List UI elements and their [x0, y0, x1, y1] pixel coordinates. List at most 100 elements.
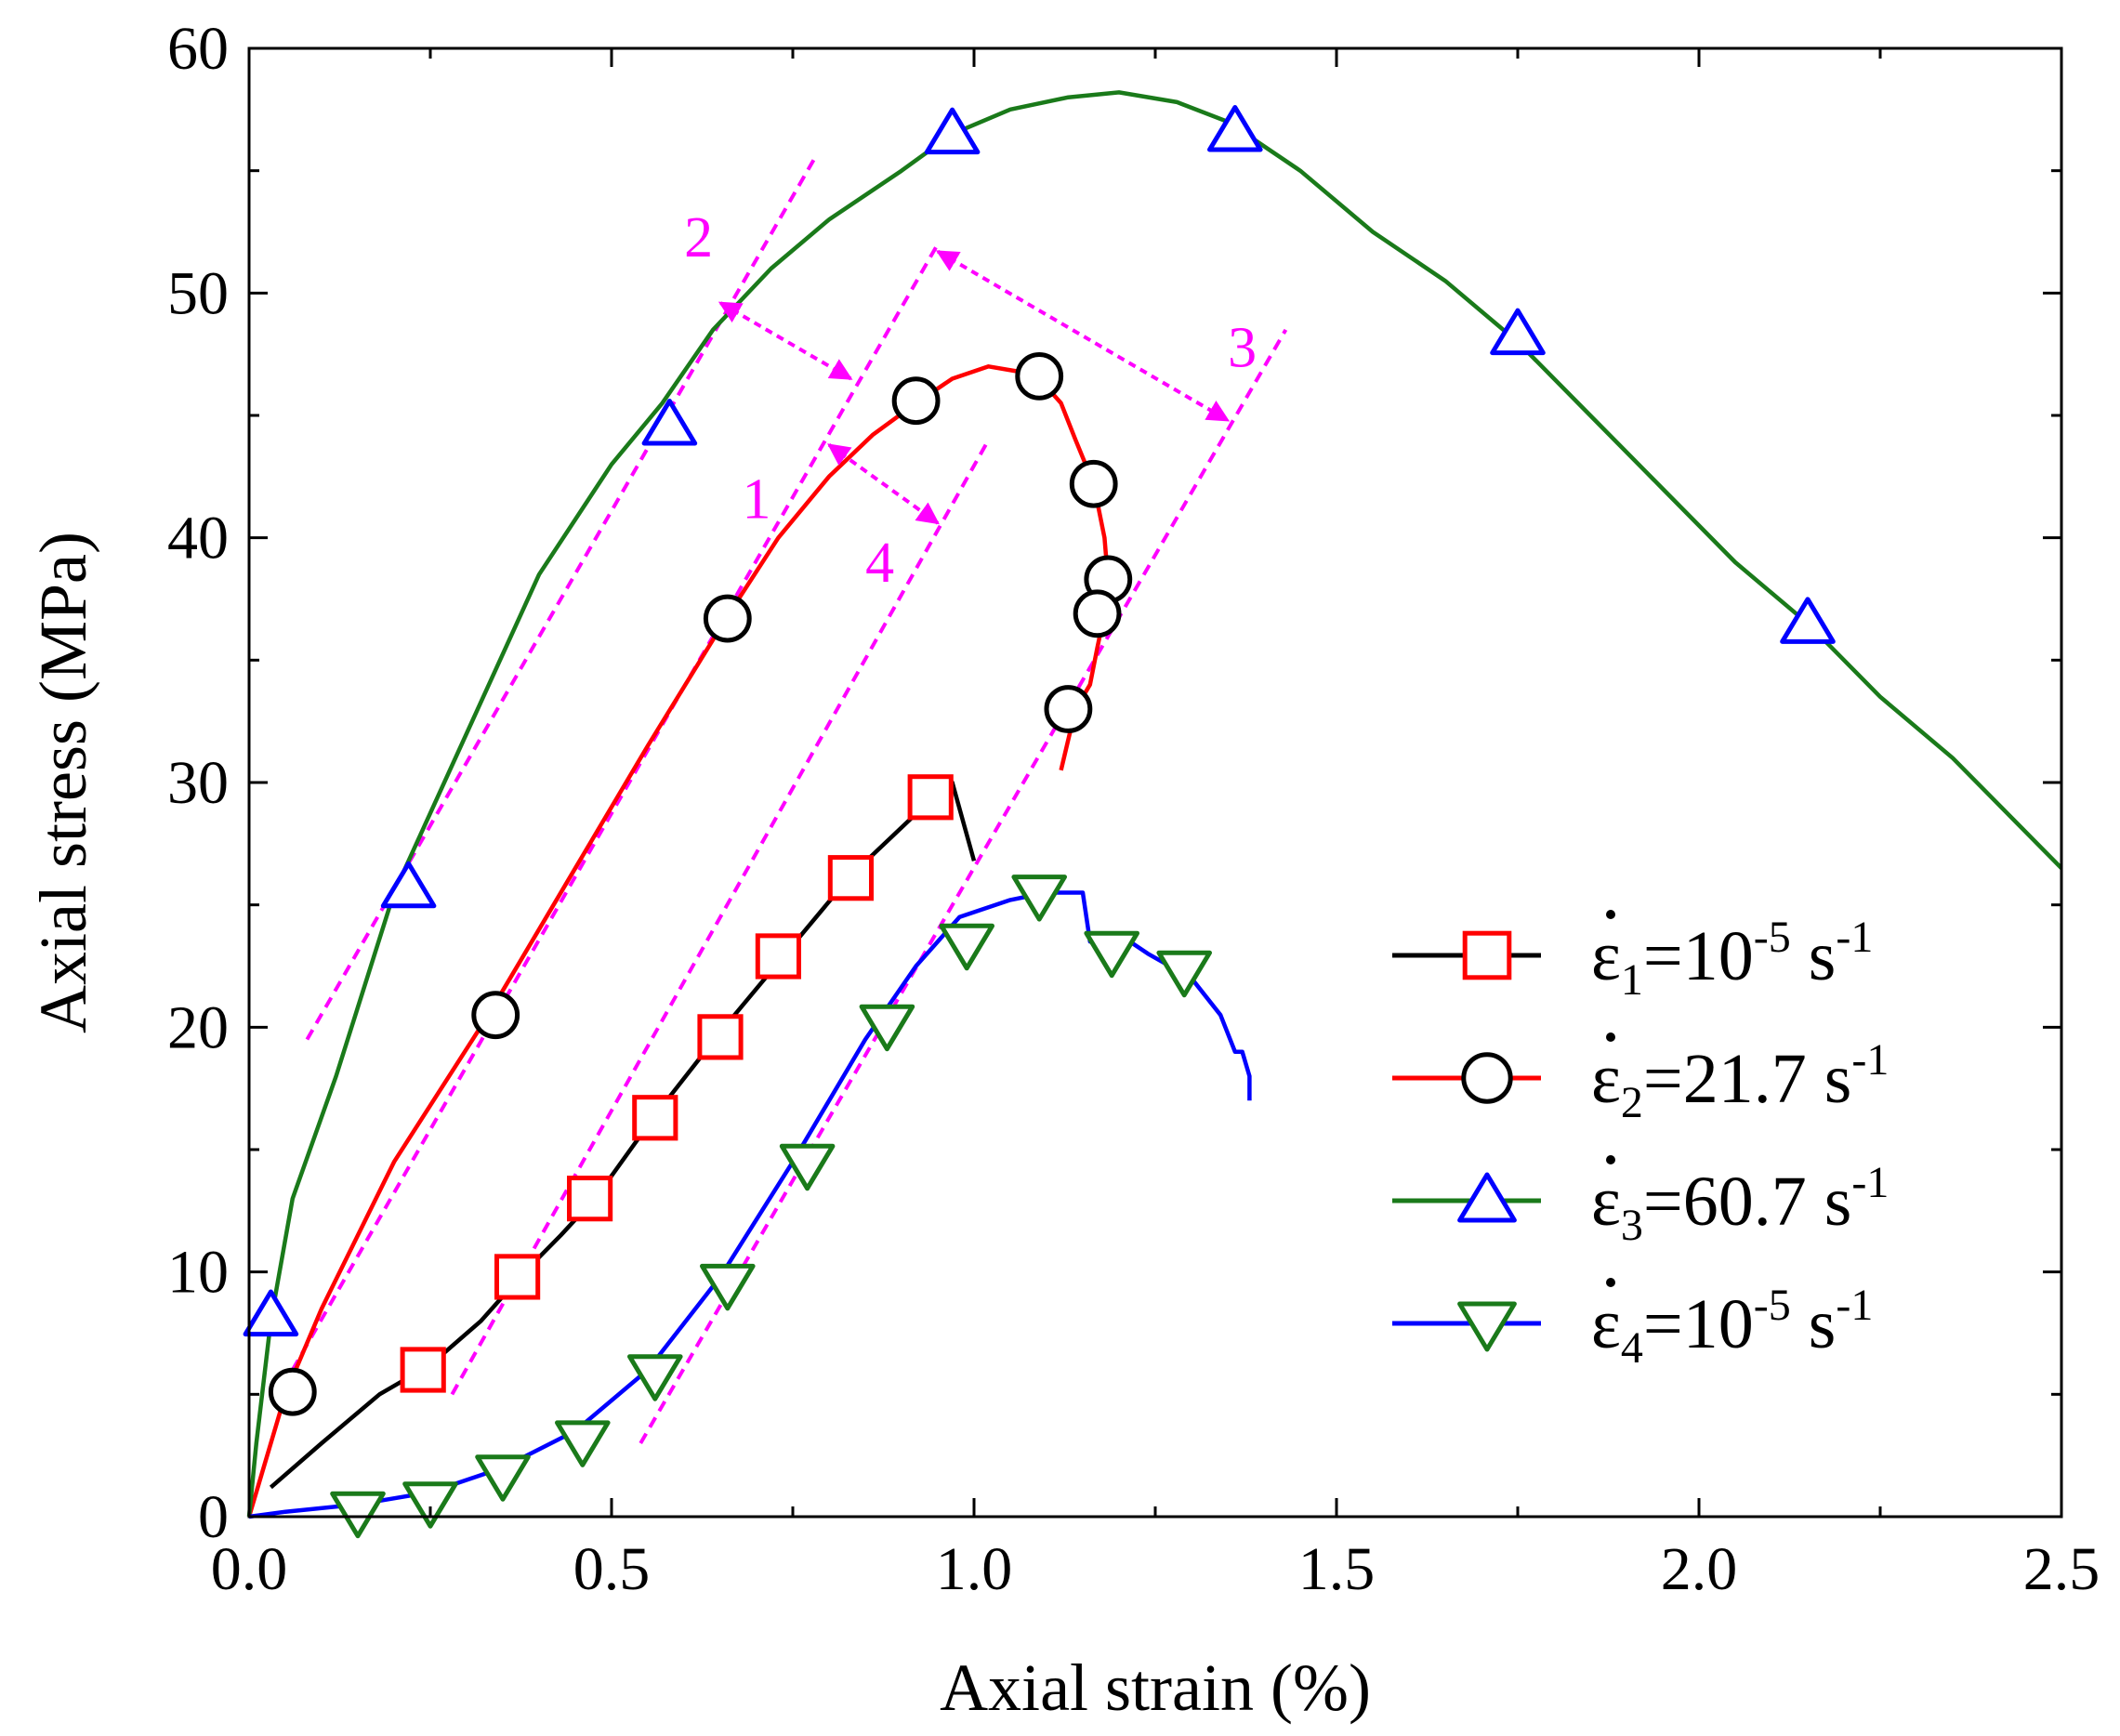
legend-epsilon: ε — [1591, 1040, 1621, 1118]
x-tick-label: 2.0 — [1661, 1535, 1738, 1603]
series-4-marker — [555, 1420, 611, 1467]
annotation-label: 4 — [865, 532, 894, 595]
series-4-marker — [859, 1004, 915, 1052]
y-tick-label: 30 — [167, 749, 229, 817]
guide-line — [639, 328, 1288, 1445]
legend-epsilon: ε — [1591, 1285, 1621, 1363]
legend-label-3: ε3=60.7 s-1 — [1591, 1158, 1889, 1250]
series-3-marker — [924, 107, 981, 155]
legend-unit-superscript: -1 — [1851, 1035, 1889, 1085]
legend-unit-superscript: -1 — [1836, 1281, 1873, 1330]
series-3-marker — [1490, 308, 1546, 356]
legend-dot-3 — [1606, 1155, 1615, 1164]
guide-line — [450, 439, 991, 1396]
legend-subscript: 1 — [1621, 955, 1643, 1005]
legend-value: =10 — [1643, 1285, 1754, 1363]
y-tick-label: 50 — [167, 259, 229, 327]
legend-unit: s — [1791, 917, 1837, 995]
legend-unit-superscript: -1 — [1851, 1158, 1889, 1207]
series-4-marker — [939, 923, 994, 971]
legend-dot-4 — [1606, 1278, 1615, 1287]
series-2-marker — [1073, 589, 1122, 638]
series-3-marker — [243, 1289, 299, 1337]
annotation-arrow — [718, 301, 853, 381]
annotations-layer: 2 1 4 3 — [684, 206, 1257, 595]
x-tick-label: 2.5 — [2023, 1535, 2100, 1603]
series-1-marker — [400, 1347, 446, 1393]
legend-dot-1 — [1606, 910, 1615, 919]
y-tick-label: 60 — [167, 15, 229, 83]
series-4-marker — [330, 1491, 386, 1539]
axis-ticks — [247, 46, 2063, 1519]
series-3-marker — [1207, 105, 1263, 152]
legend-subscript: 2 — [1621, 1078, 1643, 1127]
guide-line — [291, 243, 940, 1371]
series-3-marker — [1780, 597, 1836, 644]
series-3-marker — [641, 399, 698, 446]
legend-unit: s — [1791, 1285, 1837, 1363]
y-tick-label: 40 — [167, 505, 229, 572]
legend: ε1=10-5 s-1ε2=21.7 s-1ε3=60.7 s-1ε4=10-5… — [1392, 910, 1889, 1373]
annotation-arrow — [827, 442, 940, 525]
legend-value: =10 — [1643, 917, 1754, 995]
legend-label-2: ε2=21.7 s-1 — [1591, 1035, 1889, 1127]
series-2-marker — [1044, 685, 1093, 733]
legend-marker-1 — [1462, 930, 1512, 980]
series-1-marker — [827, 855, 874, 901]
legend-value: =21.7 — [1643, 1040, 1807, 1118]
y-tick-label: 10 — [167, 1239, 229, 1307]
legend-marker-2 — [1461, 1052, 1513, 1104]
legend-marker-4 — [1457, 1301, 1517, 1352]
x-tick-label: 1.0 — [936, 1535, 1013, 1603]
series-4-marker — [475, 1454, 531, 1502]
annotation-label: 2 — [684, 206, 713, 270]
y-tick-label: 0 — [198, 1483, 229, 1551]
series-4-marker — [779, 1143, 836, 1191]
legend-superscript: -5 — [1754, 1281, 1791, 1330]
series-2-marker — [891, 376, 941, 426]
legend-value: =60.7 — [1643, 1163, 1807, 1241]
series-1-marker — [632, 1095, 678, 1141]
legend-marker-3 — [1457, 1172, 1517, 1223]
series-4-marker — [627, 1354, 683, 1401]
series-4-marker — [700, 1263, 756, 1311]
series-4-marker — [1011, 875, 1067, 922]
guide-lines-layer — [291, 157, 1288, 1445]
y-tick-label: 20 — [167, 993, 229, 1061]
series-2-marker — [703, 594, 752, 643]
series-2-marker — [1069, 459, 1118, 508]
series-1-marker — [494, 1254, 541, 1300]
series-1-marker — [907, 774, 954, 821]
tick-labels: 0.0 0.5 1.0 1.5 2.0 2.5 0 10 20 30 40 50 60 — [167, 15, 2100, 1603]
series-3-marker — [380, 861, 437, 909]
legend-epsilon: ε — [1591, 1163, 1621, 1241]
x-tick-label: 1.5 — [1298, 1535, 1376, 1603]
legend-unit: s — [1807, 1163, 1852, 1241]
series-1-marker — [697, 1014, 744, 1060]
series-1-marker — [567, 1176, 613, 1222]
y-axis-label: Axial stress (MPa) — [26, 532, 100, 1033]
series-4-marker — [402, 1481, 458, 1529]
legend-label-4: ε4=10-5 s-1 — [1591, 1281, 1873, 1373]
x-axis-label: Axial strain (%) — [940, 1651, 1371, 1725]
annotation-label: 1 — [743, 468, 771, 532]
legend-unit: s — [1807, 1040, 1852, 1118]
series-4-marker — [1156, 950, 1212, 998]
series-line-4 — [248, 890, 1252, 1519]
markers-layer — [243, 105, 1836, 1539]
legend-subscript: 4 — [1621, 1323, 1643, 1373]
annotation-label: 3 — [1228, 316, 1257, 379]
series-2-marker — [471, 991, 520, 1040]
series-2-marker — [268, 1367, 317, 1416]
legend-label-1: ε1=10-5 s-1 — [1591, 913, 1873, 1005]
series-1-marker — [755, 933, 801, 980]
legend-subscript: 3 — [1621, 1201, 1643, 1250]
legend-epsilon: ε — [1591, 917, 1621, 995]
series-4-marker — [1084, 930, 1139, 979]
series-2-marker — [1015, 351, 1064, 401]
legend-dot-2 — [1606, 1032, 1615, 1042]
x-tick-label: 0.5 — [573, 1535, 651, 1603]
x-tick-label: 0.0 — [211, 1535, 288, 1603]
legend-superscript: -5 — [1754, 913, 1791, 962]
